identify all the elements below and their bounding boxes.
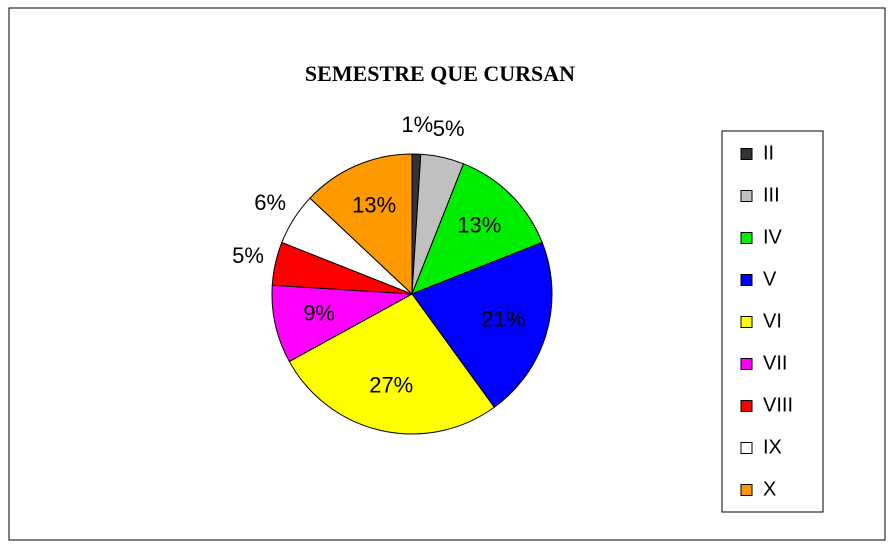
data-label: 6%	[254, 190, 286, 215]
data-label: 1%	[401, 112, 433, 137]
data-label: 9%	[303, 301, 335, 326]
data-label: 5%	[433, 116, 465, 141]
legend-label: VIII	[763, 394, 793, 416]
pie-slice	[271, 284, 414, 363]
chart-title: SEMESTRE QUE CURSAN	[305, 61, 575, 86]
legend-swatch	[740, 400, 753, 412]
data-label: 13%	[352, 192, 396, 217]
legend-box	[721, 130, 824, 513]
data-label: 27%	[369, 373, 413, 398]
legend-swatch	[740, 442, 753, 454]
legend-label: VI	[763, 310, 782, 332]
data-label: 13%	[457, 212, 501, 237]
pie-slice	[288, 293, 495, 435]
legend-swatch	[740, 148, 753, 160]
legend-label: VII	[763, 352, 787, 374]
legend-swatch	[740, 274, 753, 286]
legend-label: X	[763, 478, 776, 500]
legend-label: IX	[763, 436, 782, 458]
legend-label: II	[763, 142, 774, 164]
legend-label: IV	[763, 226, 783, 248]
legend-label: V	[763, 268, 777, 290]
legend-swatch	[740, 232, 753, 244]
pie-slice	[411, 241, 553, 408]
legend-label: III	[763, 184, 780, 206]
data-label: 21%	[481, 306, 525, 331]
data-label: 5%	[232, 243, 264, 268]
legend-swatch	[740, 484, 753, 496]
legend-swatch	[740, 190, 753, 202]
legend-swatch	[740, 358, 753, 370]
pie-slice	[309, 153, 413, 296]
legend-swatch	[740, 316, 753, 328]
pie-slice	[411, 163, 543, 295]
